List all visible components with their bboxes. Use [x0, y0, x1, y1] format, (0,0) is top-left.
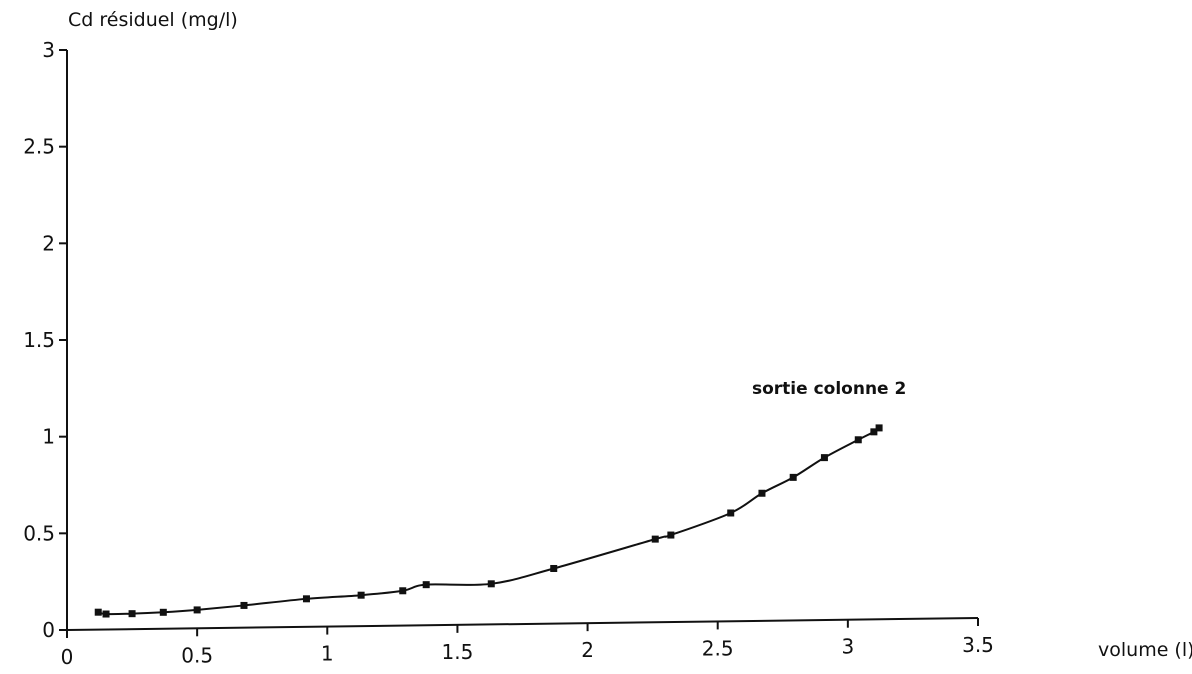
data-point [727, 509, 735, 517]
data-point [357, 591, 365, 599]
data-point [159, 608, 167, 616]
data-point [302, 595, 310, 603]
y-tick-label: 0 [42, 618, 55, 642]
data-point [651, 535, 659, 543]
data-point [854, 436, 862, 444]
data-point [399, 587, 407, 595]
y-tick-label: 1.5 [23, 328, 55, 352]
x-axis-line [66, 617, 979, 631]
data-point [422, 581, 430, 589]
x-tick-label: 0.5 [181, 643, 213, 667]
series-points [94, 424, 883, 618]
y-tick-label: 1 [42, 425, 55, 449]
x-tick-label: 2.5 [702, 636, 734, 660]
x-axis-title: volume (l) [1098, 639, 1192, 661]
y-tick-label: 2 [42, 231, 55, 255]
x-axis: 0 0.5 1 1.5 2 2.5 3 3.5 [61, 617, 994, 669]
data-point [193, 606, 201, 614]
data-point [240, 601, 248, 609]
y-axis-title: Cd résiduel (mg/l) [68, 9, 238, 31]
x-tick-label: 3.5 [962, 633, 994, 657]
data-point [758, 489, 766, 497]
data-point [128, 610, 136, 618]
data-point [870, 428, 878, 436]
x-tick-label: 1 [321, 642, 334, 666]
x-tick-label: 3 [841, 635, 854, 659]
x-tick-label: 0 [61, 645, 74, 669]
y-tick-label: 0.5 [23, 521, 55, 545]
data-point [487, 580, 495, 588]
data-point [875, 424, 883, 432]
y-tick-label: 3 [42, 38, 55, 62]
y-axis: 0 0.5 1 1.5 2 2.5 3 [23, 38, 68, 642]
y-tick-label: 2.5 [23, 135, 55, 159]
x-tick-label: 1.5 [442, 640, 474, 664]
data-point [667, 531, 675, 539]
data-point [102, 610, 110, 618]
data-point [789, 473, 797, 481]
data-point [550, 564, 558, 572]
data-point [820, 454, 828, 462]
data-point [94, 608, 102, 616]
series-annotation: sortie colonne 2 [752, 379, 906, 399]
x-tick-label: 2 [581, 638, 594, 662]
